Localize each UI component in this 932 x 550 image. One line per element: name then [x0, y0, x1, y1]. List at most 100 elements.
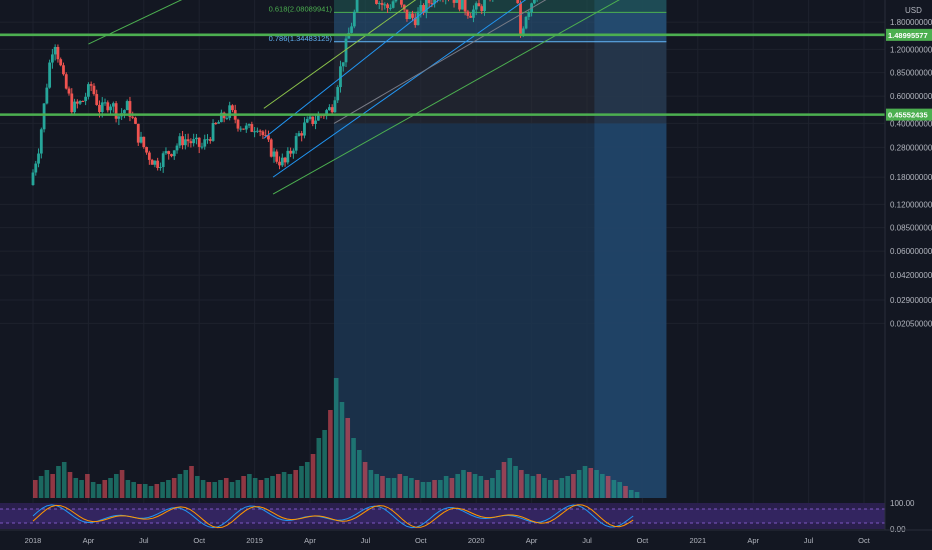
candle-body — [297, 133, 301, 137]
candle-body — [70, 93, 74, 113]
candle-body — [31, 172, 35, 186]
candle-body — [50, 54, 54, 63]
volume-bar — [536, 474, 541, 498]
channel-green-lower — [272, 0, 620, 195]
price-tick-label: 1.20000000 — [890, 45, 932, 54]
candle-body — [264, 135, 268, 137]
candle-body — [236, 119, 240, 129]
rsi-band — [0, 509, 885, 523]
candle-body — [278, 161, 281, 166]
candle-body — [217, 122, 220, 124]
volume-bar — [195, 476, 200, 498]
trend-channels — [88, 0, 620, 195]
price-tick-label: 0.85000000 — [890, 69, 932, 78]
candle-body — [231, 105, 234, 111]
candle-body — [181, 136, 184, 146]
volume-bar — [44, 470, 50, 498]
candle-body — [214, 123, 218, 125]
candle-body — [247, 124, 251, 126]
price-tick-label: 0.18000000 — [890, 173, 932, 182]
candle-body — [311, 116, 315, 125]
volume-bar — [67, 472, 73, 498]
candle-body — [521, 28, 525, 36]
candle-body — [56, 46, 60, 60]
volume-bar — [507, 458, 513, 498]
price-tick-label: 0.12000000 — [890, 200, 932, 209]
volume-bar — [357, 450, 362, 498]
candle-body — [203, 139, 207, 147]
fib-lower-band — [334, 12, 667, 42]
volume-bar — [461, 470, 466, 498]
candle-body — [469, 15, 473, 18]
candle-body — [477, 3, 481, 7]
volume-bar — [252, 478, 258, 498]
volume-bar — [137, 484, 142, 498]
volume-bar — [125, 480, 131, 498]
candle-body — [327, 107, 331, 111]
candle-body — [183, 139, 187, 146]
time-tick-label: 2019 — [246, 536, 263, 545]
volume-bar — [582, 466, 588, 498]
candle-body — [192, 139, 196, 144]
volume-bar — [235, 480, 241, 498]
candle-body — [197, 137, 201, 147]
candle-body — [408, 13, 412, 20]
candle-body — [375, 0, 378, 4]
candle-body — [67, 88, 71, 94]
time-tick-label: Jul — [361, 536, 371, 545]
volume-bar — [102, 480, 108, 498]
time-tick-label: Apr — [304, 536, 316, 545]
rsi-panel: 100.000.00 — [0, 499, 915, 534]
candle-body — [413, 17, 417, 26]
currency-label: USD — [905, 6, 922, 15]
volume-bar — [200, 480, 206, 498]
candle-body — [458, 0, 461, 10]
volume-bar — [385, 478, 391, 498]
candle-body — [153, 160, 157, 165]
candle-body — [123, 110, 126, 114]
volume-bar — [617, 482, 622, 498]
candle-body — [239, 128, 243, 130]
volume-bar — [177, 474, 183, 498]
candle-body — [400, 0, 403, 5]
candle-body — [142, 136, 146, 148]
price-tick-label: 0.40000000 — [890, 119, 932, 128]
candle-body — [37, 153, 40, 164]
candle-body — [430, 3, 434, 5]
volume-bar — [85, 474, 90, 498]
volume-bar — [310, 454, 316, 498]
level-tag — [886, 108, 932, 121]
candle-body — [106, 102, 110, 111]
volume-bar — [374, 474, 379, 498]
volume-bar — [171, 478, 177, 498]
candle-body — [75, 101, 79, 104]
candle-body — [89, 84, 93, 86]
volume-bar — [495, 470, 501, 498]
candle-body — [164, 151, 168, 154]
volume-bar — [547, 480, 553, 498]
volume-bar — [455, 474, 460, 498]
candle-body — [128, 101, 132, 117]
volume-bar — [559, 478, 565, 498]
volume-bar — [287, 474, 293, 498]
volume-bar — [276, 474, 281, 498]
volume-bar — [183, 470, 189, 498]
candle-body — [206, 139, 209, 141]
volume-bar — [264, 478, 270, 498]
volume-bar — [38, 476, 44, 498]
candle-body — [305, 118, 309, 123]
candle-body — [59, 59, 63, 66]
time-tick-label: Oct — [637, 536, 650, 545]
volume-bar — [443, 476, 449, 498]
volume-bar — [339, 402, 345, 498]
level-tag — [886, 28, 932, 41]
candle-body — [289, 150, 293, 154]
candle-body — [527, 12, 531, 17]
price-tick-label: 0.08500000 — [890, 224, 932, 233]
candle-body — [394, 0, 398, 2]
volume-bar — [345, 418, 351, 498]
candle-body — [145, 147, 148, 153]
volume-bar — [322, 430, 327, 498]
candle-body — [344, 38, 348, 63]
